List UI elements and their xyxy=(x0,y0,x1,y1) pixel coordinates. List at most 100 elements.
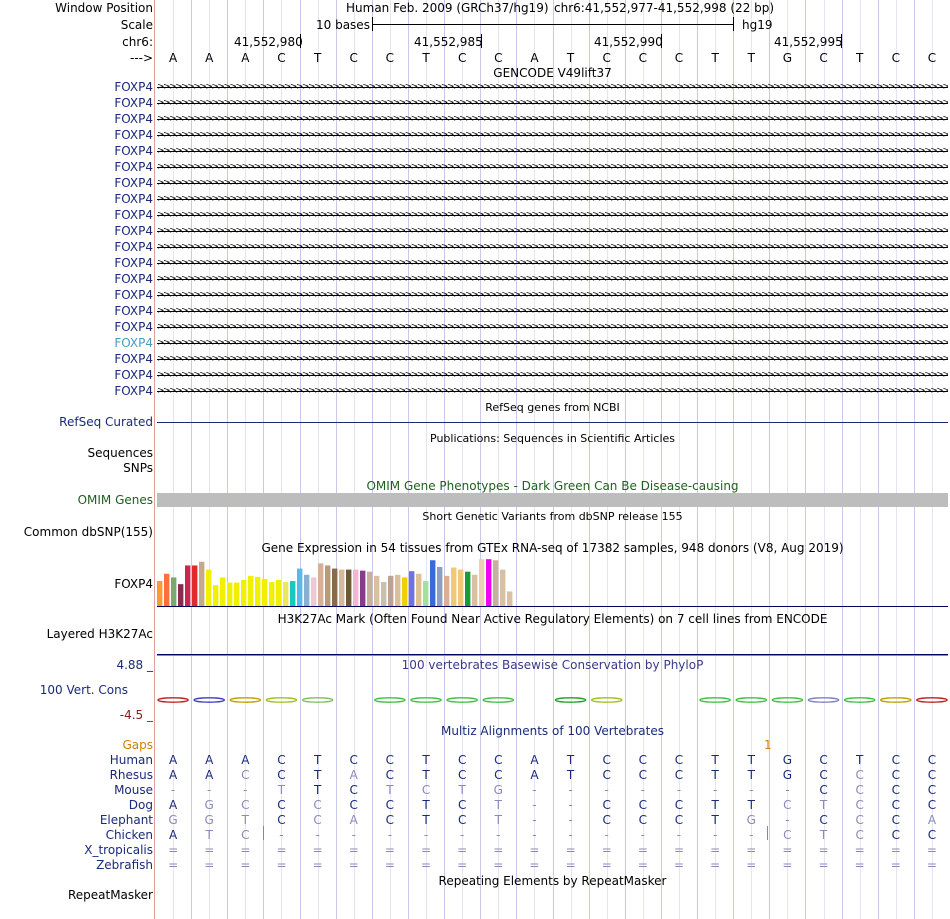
multiz-species-label[interactable]: Elephant xyxy=(99,813,153,827)
gencode-gene-label[interactable]: FOXP4 xyxy=(114,192,153,206)
gencode-transcript[interactable]: >>>>>>>>>>>>>>>>>>>>>>>>>>>>>>>>>>>>>>>>… xyxy=(157,114,948,124)
gtex-tissue-bar[interactable] xyxy=(381,582,387,606)
gtex-tissue-bar[interactable] xyxy=(374,575,380,606)
dbsnp-track-label[interactable]: Common dbSNP(155) xyxy=(23,525,153,539)
gtex-tissue-bar[interactable] xyxy=(311,577,317,606)
multiz-species-label[interactable]: Human xyxy=(109,753,153,767)
gtex-tissue-bar[interactable] xyxy=(234,582,240,606)
gencode-gene-label[interactable]: FOXP4 xyxy=(114,208,153,222)
gencode-transcript[interactable]: >>>>>>>>>>>>>>>>>>>>>>>>>>>>>>>>>>>>>>>>… xyxy=(157,290,948,300)
gencode-gene-label[interactable]: FOXP4 xyxy=(114,384,153,398)
gtex-tissue-bar[interactable] xyxy=(444,575,450,606)
gencode-transcript[interactable]: >>>>>>>>>>>>>>>>>>>>>>>>>>>>>>>>>>>>>>>>… xyxy=(157,258,948,268)
gencode-gene-label[interactable]: FOXP4 xyxy=(114,304,153,318)
gtex-tissue-bar[interactable] xyxy=(304,574,310,606)
gtex-tissue-bar[interactable] xyxy=(367,571,373,606)
gtex-tissue-bar[interactable] xyxy=(430,560,436,606)
gtex-tissue-bar[interactable] xyxy=(458,569,464,606)
gtex-tissue-bar[interactable] xyxy=(493,560,499,606)
gencode-transcript[interactable]: >>>>>>>>>>>>>>>>>>>>>>>>>>>>>>>>>>>>>>>>… xyxy=(157,194,948,204)
gencode-gene-label[interactable]: FOXP4 xyxy=(114,160,153,174)
gencode-gene-label[interactable]: FOXP4 xyxy=(114,256,153,270)
multiz-species-label[interactable]: Mouse xyxy=(114,783,153,797)
gencode-transcript[interactable]: >>>>>>>>>>>>>>>>>>>>>>>>>>>>>>>>>>>>>>>>… xyxy=(157,370,948,380)
gtex-tissue-bar[interactable] xyxy=(220,577,226,606)
gencode-transcript[interactable]: >>>>>>>>>>>>>>>>>>>>>>>>>>>>>>>>>>>>>>>>… xyxy=(157,322,948,332)
gtex-bar-chart[interactable] xyxy=(155,554,555,608)
gtex-tissue-bar[interactable] xyxy=(353,569,359,606)
h3k27ac-track-label[interactable]: Layered H3K27Ac xyxy=(46,627,153,641)
gtex-tissue-bar[interactable] xyxy=(297,568,303,606)
gtex-tissue-bar[interactable] xyxy=(164,573,170,606)
multiz-species-label[interactable]: X_tropicalis xyxy=(84,843,153,857)
gtex-tissue-bar[interactable] xyxy=(479,559,485,606)
gtex-tissue-bar[interactable] xyxy=(332,568,338,606)
gencode-gene-label[interactable]: FOXP4 xyxy=(114,112,153,126)
gtex-tissue-bar[interactable] xyxy=(339,569,345,606)
gencode-transcript[interactable]: >>>>>>>>>>>>>>>>>>>>>>>>>>>>>>>>>>>>>>>>… xyxy=(157,178,948,188)
gtex-tissue-bar[interactable] xyxy=(290,581,296,606)
omim-track-label[interactable]: OMIM Genes xyxy=(77,493,153,507)
gencode-transcript[interactable]: >>>>>>>>>>>>>>>>>>>>>>>>>>>>>>>>>>>>>>>>… xyxy=(157,130,948,140)
gtex-tissue-bar[interactable] xyxy=(206,569,212,606)
gencode-transcript[interactable]: >>>>>>>>>>>>>>>>>>>>>>>>>>>>>>>>>>>>>>>>… xyxy=(157,210,948,220)
repeatmasker-track-label[interactable]: RepeatMasker xyxy=(67,888,153,902)
gtex-tissue-bar[interactable] xyxy=(185,565,191,606)
gencode-gene-label[interactable]: FOXP4 xyxy=(114,320,153,334)
gtex-tissue-bar[interactable] xyxy=(395,574,401,606)
gencode-transcript[interactable]: >>>>>>>>>>>>>>>>>>>>>>>>>>>>>>>>>>>>>>>>… xyxy=(157,226,948,236)
gencode-transcript[interactable]: >>>>>>>>>>>>>>>>>>>>>>>>>>>>>>>>>>>>>>>>… xyxy=(157,98,948,108)
refseq-gene-line[interactable] xyxy=(157,422,948,423)
publications-label-sequences[interactable]: Sequences xyxy=(87,446,153,460)
gtex-tissue-bar[interactable] xyxy=(423,581,429,606)
gtex-tissue-bar[interactable] xyxy=(255,576,261,606)
gencode-transcript[interactable]: >>>>>>>>>>>>>>>>>>>>>>>>>>>>>>>>>>>>>>>>… xyxy=(157,242,948,252)
gencode-gene-label[interactable]: FOXP4 xyxy=(114,368,153,382)
gtex-tissue-bar[interactable] xyxy=(227,582,233,606)
gencode-transcript[interactable]: >>>>>>>>>>>>>>>>>>>>>>>>>>>>>>>>>>>>>>>>… xyxy=(157,354,948,364)
gtex-tissue-bar[interactable] xyxy=(171,577,177,606)
gtex-tissue-bar[interactable] xyxy=(192,565,198,606)
multiz-species-label[interactable]: Dog xyxy=(128,798,153,812)
gtex-tissue-bar[interactable] xyxy=(276,580,282,606)
gencode-gene-label[interactable]: FOXP4 xyxy=(114,336,153,350)
refseq-track-label[interactable]: RefSeq Curated xyxy=(59,415,153,429)
gencode-transcript[interactable]: >>>>>>>>>>>>>>>>>>>>>>>>>>>>>>>>>>>>>>>>… xyxy=(157,146,948,156)
gtex-tissue-bar[interactable] xyxy=(451,567,457,606)
gencode-gene-label[interactable]: FOXP4 xyxy=(114,240,153,254)
gencode-transcript[interactable]: >>>>>>>>>>>>>>>>>>>>>>>>>>>>>>>>>>>>>>>>… xyxy=(157,306,948,316)
gtex-tissue-bar[interactable] xyxy=(465,571,471,606)
gtex-gene-label[interactable]: FOXP4 xyxy=(114,577,153,591)
gtex-tissue-bar[interactable] xyxy=(283,582,289,606)
gtex-tissue-bar[interactable] xyxy=(325,565,331,606)
multiz-species-label[interactable]: Chicken xyxy=(105,828,153,842)
gtex-tissue-bar[interactable] xyxy=(157,581,163,606)
gencode-transcript[interactable]: >>>>>>>>>>>>>>>>>>>>>>>>>>>>>>>>>>>>>>>>… xyxy=(157,338,948,348)
gencode-gene-label[interactable]: FOXP4 xyxy=(114,80,153,94)
publications-label-snps[interactable]: SNPs xyxy=(123,461,153,475)
gencode-transcript[interactable]: >>>>>>>>>>>>>>>>>>>>>>>>>>>>>>>>>>>>>>>>… xyxy=(157,162,948,172)
gtex-tissue-bar[interactable] xyxy=(500,569,506,606)
gtex-tissue-bar[interactable] xyxy=(199,561,205,606)
gtex-tissue-bar[interactable] xyxy=(262,578,268,606)
gtex-tissue-bar[interactable] xyxy=(248,575,254,606)
omim-feature-bar[interactable] xyxy=(157,493,948,507)
gtex-tissue-bar[interactable] xyxy=(486,559,492,606)
gtex-tissue-bar[interactable] xyxy=(472,574,478,606)
gencode-gene-label[interactable]: FOXP4 xyxy=(114,288,153,302)
gtex-tissue-bar[interactable] xyxy=(437,567,443,606)
gtex-tissue-bar[interactable] xyxy=(241,580,247,606)
window-position-value[interactable]: chr6:41,552,977-41,552,998 (22 bp) xyxy=(554,1,775,15)
multiz-species-label[interactable]: Rhesus xyxy=(109,768,153,782)
gtex-tissue-bar[interactable] xyxy=(213,585,219,606)
gencode-gene-label[interactable]: FOXP4 xyxy=(114,272,153,286)
gencode-transcript[interactable]: >>>>>>>>>>>>>>>>>>>>>>>>>>>>>>>>>>>>>>>>… xyxy=(157,386,948,396)
gtex-tissue-bar[interactable] xyxy=(388,575,394,606)
gtex-tissue-bar[interactable] xyxy=(402,577,408,606)
gtex-tissue-bar[interactable] xyxy=(507,591,513,606)
phylop-track-label[interactable]: 100 Vert. Cons xyxy=(39,683,128,697)
gencode-gene-label[interactable]: FOXP4 xyxy=(114,176,153,190)
gencode-gene-label[interactable]: FOXP4 xyxy=(114,224,153,238)
gtex-tissue-bar[interactable] xyxy=(416,573,422,606)
gtex-tissue-bar[interactable] xyxy=(360,570,366,606)
